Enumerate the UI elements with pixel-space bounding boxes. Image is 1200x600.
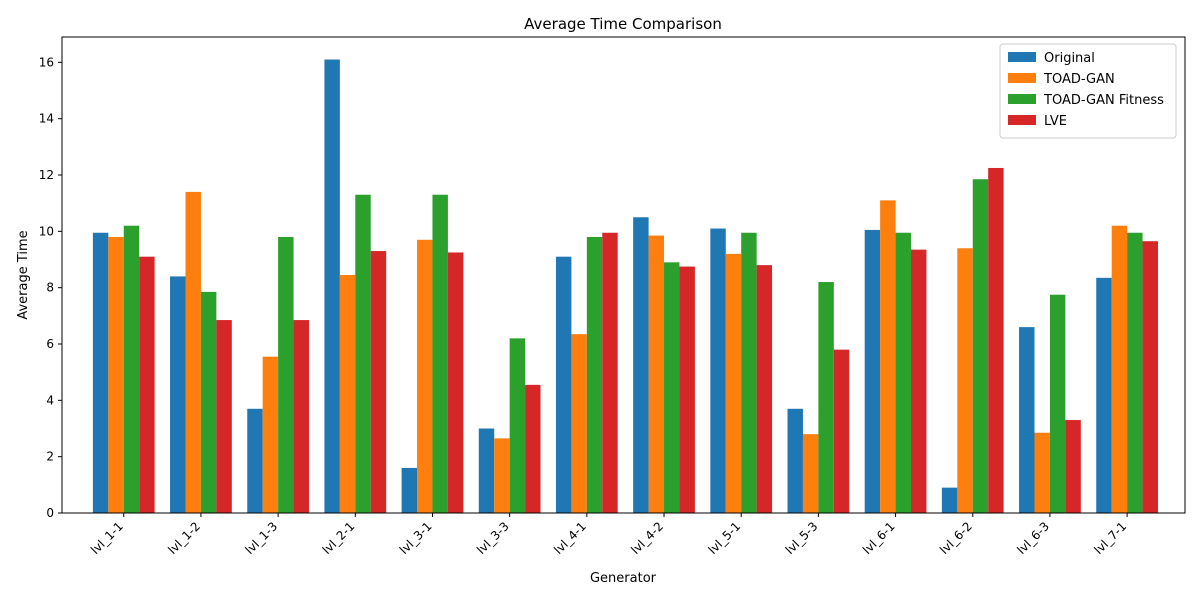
bar-original-lvl-2-1	[324, 59, 340, 513]
y-tick-label: 4	[46, 393, 54, 407]
bar-original-lvl-6-3	[1019, 327, 1035, 513]
y-axis-title: Average Time	[16, 230, 31, 319]
bar-original-lvl-3-1	[401, 467, 418, 513]
bar-toad-gan-fitness-lvl-5-1	[741, 232, 757, 513]
bar-toad-gan-lvl-1-1	[108, 236, 124, 514]
y-tick-label: 16	[39, 55, 54, 69]
bar-lve-lvl-3-3	[525, 384, 541, 513]
bar-toad-gan-fitness-lvl-6-1	[895, 232, 912, 513]
y-tick-label: 14	[39, 112, 54, 126]
plot-frame	[61, 36, 1186, 514]
legend-label: TOAD-GAN	[1043, 72, 1115, 87]
bar-original-lvl-5-3	[787, 408, 803, 513]
bar-toad-gan-lvl-7-1	[1111, 225, 1128, 513]
y-tick-label: 2	[46, 450, 54, 464]
bar-toad-gan-lvl-4-2	[648, 235, 665, 513]
bar-toad-gan-lvl-1-2	[185, 191, 201, 513]
bar-lve-lvl-4-1	[602, 232, 618, 513]
bar-lve-lvl-6-1	[911, 249, 927, 513]
bar-toad-gan-fitness-lvl-1-3	[278, 236, 294, 514]
y-tick-label: 8	[46, 281, 54, 295]
bar-original-lvl-5-1	[710, 228, 726, 513]
bar-lve-lvl-1-3	[293, 320, 309, 513]
bar-original-lvl-6-2	[941, 487, 958, 513]
bar-toad-gan-fitness-lvl-3-3	[509, 338, 526, 513]
bar-original-lvl-1-2	[170, 276, 186, 513]
bar-lve-lvl-3-1	[447, 252, 464, 513]
bar-toad-gan-lvl-3-3	[494, 438, 510, 513]
legend-label: Original	[1044, 51, 1095, 66]
bar-toad-gan-lvl-5-3	[802, 434, 819, 513]
bar-toad-gan-lvl-6-1	[880, 200, 896, 514]
bar-toad-gan-fitness-lvl-2-1	[355, 194, 371, 514]
bar-lve-lvl-6-2	[988, 167, 1004, 513]
bar-toad-gan-lvl-3-1	[417, 239, 433, 514]
bar-lve-lvl-1-1	[139, 256, 155, 513]
bar-original-lvl-7-1	[1096, 277, 1112, 513]
bar-original-lvl-4-2	[633, 217, 649, 513]
legend-label: LVE	[1044, 114, 1067, 129]
y-tick-label: 10	[39, 224, 54, 238]
y-tick-label: 0	[46, 506, 54, 520]
bar-lve-lvl-1-2	[216, 320, 232, 513]
bar-lve-lvl-5-1	[756, 265, 773, 513]
legend-box	[999, 43, 1177, 139]
legend-swatch	[1008, 52, 1036, 62]
bar-toad-gan-lvl-4-1	[571, 334, 587, 513]
bar-lve-lvl-4-2	[679, 266, 695, 513]
bar-toad-gan-fitness-lvl-6-3	[1049, 294, 1066, 513]
bar-toad-gan-fitness-lvl-4-1	[586, 236, 603, 514]
y-tick-label: 6	[46, 337, 54, 351]
y-tick-label: 12	[39, 168, 54, 182]
bar-original-lvl-1-3	[247, 408, 263, 513]
bar-toad-gan-fitness-lvl-7-1	[1127, 232, 1143, 513]
plot-area	[61, 36, 1186, 514]
legend-label: TOAD-GAN Fitness	[1043, 93, 1164, 108]
bar-toad-gan-lvl-5-1	[725, 253, 742, 513]
bar-lve-lvl-2-1	[370, 251, 387, 513]
bar-toad-gan-lvl-6-2	[957, 248, 973, 514]
bar-original-lvl-1-1	[92, 232, 109, 513]
bar-toad-gan-lvl-6-3	[1034, 432, 1050, 513]
legend: Original TOAD-GAN TOAD-GAN Fitness LVE	[999, 43, 1177, 139]
legend-swatch	[1008, 115, 1036, 125]
bar-lve-lvl-5-3	[833, 349, 850, 513]
x-axis-title: Generator	[590, 571, 657, 586]
bar-toad-gan-fitness-lvl-3-1	[432, 194, 448, 514]
bar-toad-gan-lvl-1-3	[262, 356, 279, 513]
bar-toad-gan-lvl-2-1	[339, 275, 356, 513]
chart-title: Average Time Comparison	[524, 15, 722, 33]
legend-swatch	[1008, 73, 1036, 83]
bar-original-lvl-3-3	[478, 428, 495, 513]
bar-original-lvl-6-1	[864, 229, 881, 513]
bar-toad-gan-fitness-lvl-4-2	[664, 262, 680, 513]
bar-toad-gan-fitness-lvl-5-3	[818, 282, 834, 513]
bar-toad-gan-fitness-lvl-6-2	[972, 179, 989, 514]
bar-lve-lvl-7-1	[1142, 241, 1158, 513]
bar-toad-gan-fitness-lvl-1-2	[200, 291, 217, 513]
bar-lve-lvl-6-3	[1065, 420, 1081, 513]
bar-toad-gan-fitness-lvl-1-1	[123, 225, 140, 513]
legend-swatch	[1008, 94, 1036, 104]
bar-original-lvl-4-1	[555, 256, 572, 513]
y-axis: 0 2 4 6 8 10 12 14 16	[39, 55, 62, 520]
